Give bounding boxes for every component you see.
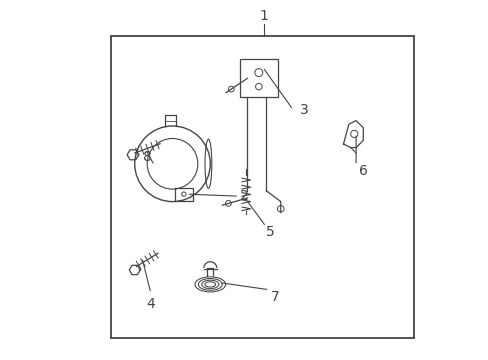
Text: 5: 5 [266, 225, 275, 239]
Text: 8: 8 [142, 150, 151, 163]
Text: 1: 1 [259, 9, 268, 23]
Text: 3: 3 [299, 103, 307, 117]
Bar [111, 36, 413, 338]
Text: 2: 2 [240, 189, 248, 203]
Text: 6: 6 [358, 164, 367, 178]
Text: 4: 4 [146, 297, 155, 311]
Text: 7: 7 [270, 290, 279, 304]
Bar [240, 59, 277, 97]
